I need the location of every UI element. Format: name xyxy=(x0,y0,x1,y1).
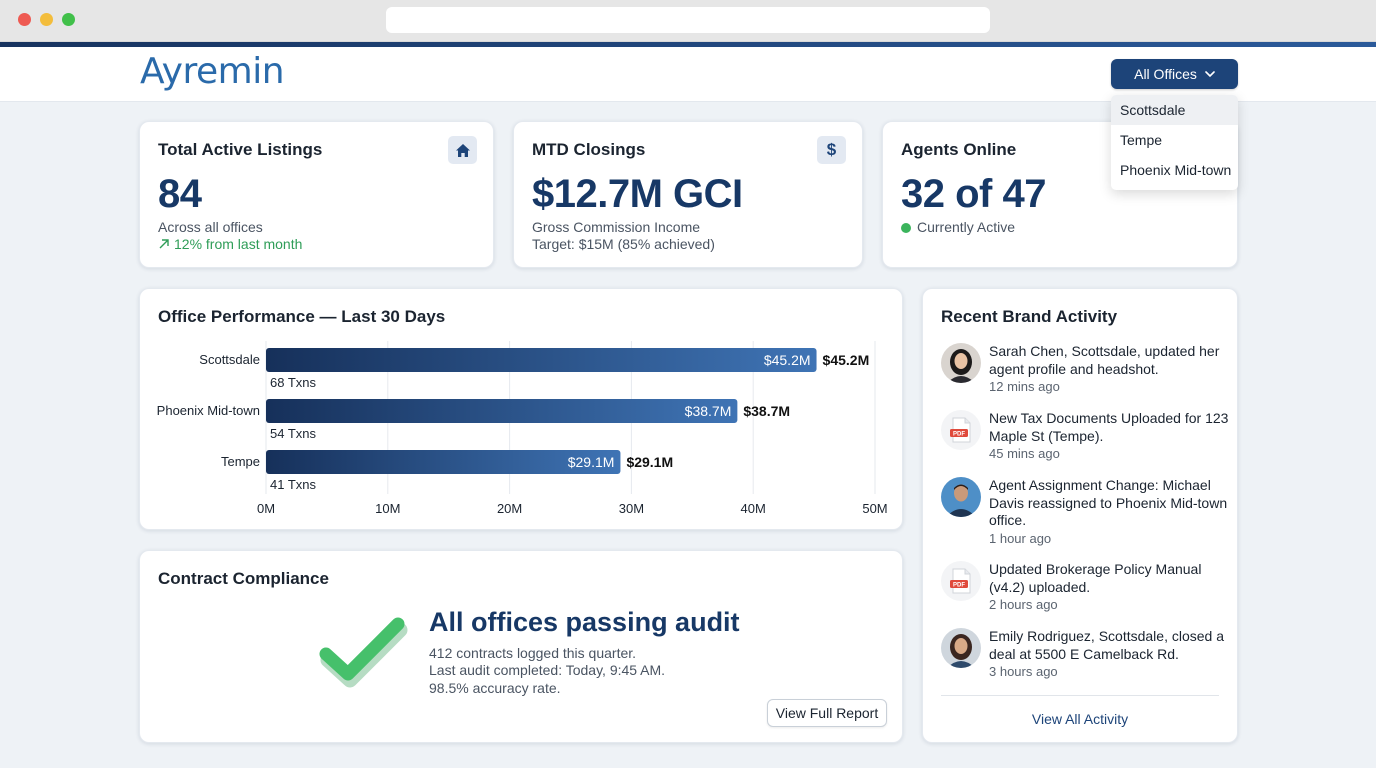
dropdown-option-phoenix-midtown[interactable]: Phoenix Mid-town xyxy=(1120,162,1232,178)
view-all-activity-link[interactable]: View All Activity xyxy=(1031,711,1129,727)
kpi-title: Agents Online xyxy=(901,140,1017,159)
category-label: Phoenix Mid-town xyxy=(157,403,260,418)
trend-up-icon xyxy=(159,239,169,249)
activity-text: Updated Brokerage Policy Manual (v4.2) u… xyxy=(989,561,1202,595)
x-tick-label: 20M xyxy=(497,501,522,516)
dropdown-option-scottsdale[interactable]: Scottsdale xyxy=(1111,95,1238,125)
compliance-title: Contract Compliance xyxy=(158,569,329,588)
bar-value-label: $29.1M xyxy=(626,454,673,470)
compliance-detail-line: 98.5% accuracy rate. xyxy=(429,680,561,696)
office-selector-button[interactable]: All Offices xyxy=(1111,59,1238,89)
category-label: Scottsdale xyxy=(199,352,260,367)
transactions-label: 68 Txns xyxy=(270,375,317,390)
activity-time: 3 hours ago xyxy=(989,664,1058,679)
chart-title: Office Performance — Last 30 Days xyxy=(158,307,446,326)
bar-value-label: $45.2M xyxy=(823,352,870,368)
kpi-title: MTD Closings xyxy=(532,140,646,159)
bar-inner-label: $45.2M xyxy=(764,352,811,368)
performance-card: Office Performance — Last 30 Days 0M 10M 2… xyxy=(139,288,903,530)
kpi-card-listings: Total Active Listings 84 Across all offi… xyxy=(139,121,494,268)
kpi-status: Currently Active xyxy=(901,219,1015,235)
kpi-subtext: Gross Commission Income xyxy=(532,219,701,235)
bar xyxy=(266,399,738,423)
activity-time: 2 hours ago xyxy=(989,597,1058,612)
activity-divider xyxy=(941,695,1219,696)
x-tick-label: 40M xyxy=(741,501,766,516)
view-full-report-button[interactable]: View Full Report xyxy=(767,699,887,727)
compliance-detail-line: 412 contracts logged this quarter. xyxy=(429,645,637,661)
checkmark-icon xyxy=(319,617,408,688)
x-tick-label: 30M xyxy=(619,501,644,516)
activity-text: New Tax Documents Uploaded for 123 Maple… xyxy=(989,410,1229,444)
dropdown-option-tempe[interactable]: Tempe xyxy=(1120,132,1163,148)
bar-inner-label: $29.1M xyxy=(568,454,615,470)
dollar-icon: $ xyxy=(817,136,846,164)
activity-text: Sarah Chen, Scottsdale, updated her agen… xyxy=(989,343,1220,377)
kpi-target: Target: $15M (85% achieved) xyxy=(532,236,715,252)
transactions-label: 41 Txns xyxy=(270,477,317,492)
svg-text:PDF: PDF xyxy=(953,582,965,588)
logo: Ayremin xyxy=(140,51,285,92)
bar xyxy=(266,348,817,372)
bar-inner-label: $38.7M xyxy=(685,403,732,419)
online-status-dot xyxy=(901,223,911,234)
activity-card: Recent Brand Activity Sarah Chen, Scotts… xyxy=(922,288,1238,743)
man-avatar xyxy=(941,477,981,517)
svg-text:PDF: PDF xyxy=(953,431,965,437)
woman-avatar xyxy=(941,628,981,668)
kpi-trend-text: 12% from last month xyxy=(174,236,303,252)
office-dropdown-menu: Scottsdale Tempe Phoenix Mid-town xyxy=(1111,95,1238,190)
transactions-label: 54 Txns xyxy=(270,426,317,441)
app-header: Ayremin All Offices xyxy=(0,47,1376,102)
kpi-title: Total Active Listings xyxy=(158,140,323,159)
kpi-status-text: Currently Active xyxy=(917,219,1016,235)
pdf-icon: PDF xyxy=(941,561,981,601)
bar-value-label: $38.7M xyxy=(743,403,790,419)
minimize-window-button[interactable] xyxy=(40,13,53,26)
compliance-card: Contract Compliance All offices passing … xyxy=(139,550,903,743)
x-tick-label: 0M xyxy=(257,501,275,516)
kpi-subtext: Across all offices xyxy=(158,219,263,235)
compliance-headline: All offices passing audit xyxy=(429,607,740,637)
kpi-value: $12.7M GCI xyxy=(532,172,743,216)
activity-time: 1 hour ago xyxy=(989,530,1052,546)
activity-title: Recent Brand Activity xyxy=(941,307,1118,326)
activity-time: 12 mins ago xyxy=(989,379,1060,394)
browser-chrome xyxy=(0,0,1376,42)
close-window-button[interactable] xyxy=(18,13,31,26)
activity-text: Agent Assignment Change: Michael Davis r… xyxy=(989,477,1228,528)
address-bar[interactable] xyxy=(386,7,990,33)
bar xyxy=(266,450,621,474)
maximize-window-button[interactable] xyxy=(62,13,75,26)
chevron-down-icon xyxy=(1205,71,1215,78)
home-icon xyxy=(448,136,477,164)
kpi-value: 32 of 47 xyxy=(901,172,1046,216)
brand-stripe xyxy=(0,42,1376,47)
kpi-value: 84 xyxy=(158,172,202,216)
pdf-icon: PDF xyxy=(941,410,981,450)
woman-avatar xyxy=(941,343,981,383)
compliance-detail-line: Last audit completed: Today, 9:45 AM. xyxy=(429,662,666,678)
performance-bar-chart: 0M 10M 20M 30M 40M 50M Scottsdale $45.2M $45.2M 6… xyxy=(157,341,888,516)
activity-text: Emily Rodriguez, Scottsdale, closed a de… xyxy=(989,628,1224,662)
x-tick-label: 10M xyxy=(375,501,400,516)
kpi-trend: 12% from last month xyxy=(158,236,302,252)
activity-time: 45 mins ago xyxy=(989,446,1060,461)
office-selector-label: All Offices xyxy=(1134,66,1197,82)
category-label: Tempe xyxy=(221,454,260,469)
x-tick-label: 50M xyxy=(862,501,887,516)
kpi-card-closings: MTD Closings $ $12.7M GCI Gross Commissi… xyxy=(513,121,863,268)
